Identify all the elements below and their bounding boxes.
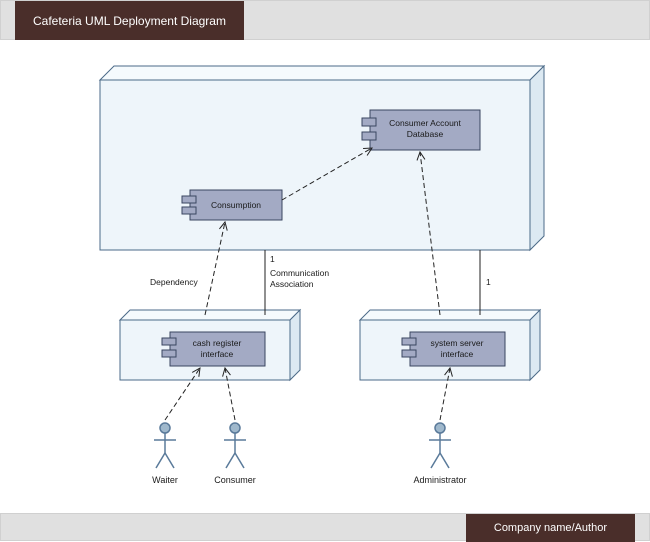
consumption-component: Consumption — [182, 190, 282, 220]
consumer-label: Consumer — [214, 475, 256, 485]
mult-1b: 1 — [486, 277, 491, 287]
consumer-db-label-2: Database — [407, 129, 444, 139]
page-title: Cafeteria UML Deployment Diagram — [15, 1, 244, 41]
comm-assoc-label-2: Association — [270, 279, 314, 289]
dependency-label: Dependency — [150, 277, 198, 287]
footer-bar: Company name/Author — [0, 513, 650, 541]
consumer-db-label-1: Consumer Account — [389, 118, 461, 128]
administrator-label: Administrator — [413, 475, 466, 485]
cash-register-label-2: interface — [201, 349, 234, 359]
system-server-label-2: interface — [441, 349, 474, 359]
consumer-account-database-component: Consumer Account Database — [362, 110, 480, 150]
mult-1a: 1 — [270, 254, 275, 264]
waiter-actor: Waiter — [152, 423, 178, 485]
system-server-interface-component: system server interface — [402, 332, 505, 366]
cash-register-label-1: cash register — [193, 338, 242, 348]
header-bar: Cafeteria UML Deployment Diagram — [0, 0, 650, 40]
main-node — [100, 66, 544, 250]
diagram-canvas: Consumer Account Database Consumption ca… — [0, 40, 650, 513]
comm-assoc-label-1: Communication — [270, 268, 329, 278]
system-server-label-1: system server — [431, 338, 484, 348]
footer-author: Company name/Author — [466, 514, 635, 542]
consumer-actor: Consumer — [214, 423, 256, 485]
cash-register-interface-component: cash register interface — [162, 332, 265, 366]
waiter-label: Waiter — [152, 475, 178, 485]
consumption-label: Consumption — [211, 200, 261, 210]
administrator-actor: Administrator — [413, 423, 466, 485]
